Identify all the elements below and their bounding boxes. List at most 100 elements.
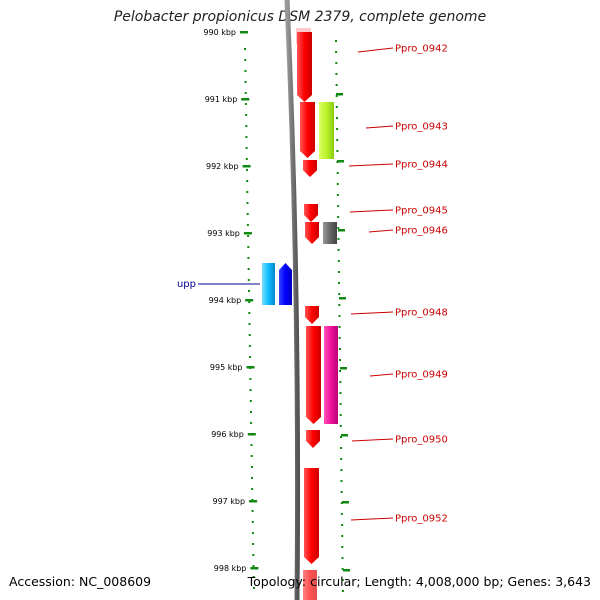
label-leader <box>357 47 394 53</box>
axis-tick <box>245 299 254 302</box>
guide-dot <box>251 510 254 512</box>
genome-summary-text: Topology: circular; Length: 4,008,000 bp… <box>247 574 591 589</box>
guide-dot <box>250 422 253 424</box>
guide-dot <box>338 282 340 284</box>
guide-dot <box>249 400 252 402</box>
guide-dot <box>335 106 338 108</box>
axis-tick <box>337 160 344 163</box>
guide-dot <box>249 356 252 358</box>
axis-tick-label: 990 kbp <box>203 28 236 37</box>
guide-dot <box>337 216 340 218</box>
guide-dot <box>246 213 249 215</box>
guide-dot <box>248 323 251 325</box>
guide-dot <box>244 103 247 105</box>
guide-dot <box>335 73 338 75</box>
guide-dot <box>339 403 342 405</box>
guide-dot <box>338 337 341 339</box>
gene-block <box>323 222 337 244</box>
guide-dot <box>248 345 251 347</box>
gene-label: Ppro_0952 <box>395 514 448 525</box>
guide-dot <box>340 502 343 504</box>
guide-dot <box>336 117 338 119</box>
guide-dot <box>336 139 339 141</box>
gene-arrow <box>305 222 319 244</box>
axis-tick-label: 994 kbp <box>209 296 242 305</box>
guide-dot <box>336 128 339 130</box>
gene-block <box>324 326 338 424</box>
axis-tick <box>336 93 343 96</box>
guide-dot <box>252 587 255 589</box>
gene-block <box>319 102 334 159</box>
label-leader <box>365 125 394 129</box>
guide-dot <box>339 370 342 372</box>
guide-dot <box>250 411 252 413</box>
axis-ticks: 990 kbp 991 kbp 992 kbp 993 kbp 994 kbp 995 k… <box>203 28 350 573</box>
guide-dot <box>337 227 340 229</box>
axis-tick-label: 995 kbp <box>210 363 243 372</box>
guide-dot <box>338 315 341 317</box>
guide-dot <box>248 290 250 292</box>
guide-dot <box>245 147 248 149</box>
guide-dot <box>250 444 253 446</box>
axis-tick-label: 991 kbp <box>205 95 238 104</box>
guide-dot <box>337 249 340 251</box>
guide-dot <box>335 95 338 97</box>
label-leader <box>349 209 394 213</box>
partial-gene-bottom-fill <box>303 570 317 600</box>
gene-arrow <box>305 306 319 324</box>
guide-dot <box>246 180 249 182</box>
axis-tick <box>341 434 348 437</box>
guide-dot <box>340 458 343 460</box>
guide-dot <box>246 169 248 171</box>
axis-tick <box>343 569 350 572</box>
guide-dot <box>252 576 255 578</box>
guide-dot <box>341 524 344 526</box>
guide-dot <box>247 279 250 281</box>
axis-tick-label: 996 kbp <box>211 430 244 439</box>
axis-tick <box>340 367 347 370</box>
guide-dot <box>249 389 252 391</box>
guide-dot <box>246 202 249 204</box>
guide-dot <box>244 92 247 94</box>
guide-dot <box>336 183 339 185</box>
gene-arrow <box>297 32 312 102</box>
guide-dot <box>340 436 342 438</box>
gene-label: Ppro_0948 <box>395 308 448 319</box>
guide-dot <box>247 246 250 248</box>
guide-dot <box>336 150 339 152</box>
axis-tick <box>249 500 258 503</box>
guide-dot <box>341 590 344 592</box>
guide-dot <box>335 84 338 86</box>
guide-dot <box>336 172 339 174</box>
gene-arrow <box>304 204 318 222</box>
guide-dot <box>245 125 248 127</box>
gene-arrow <box>304 468 319 564</box>
guide-dot <box>251 521 254 523</box>
guide-dot <box>245 158 248 160</box>
guide-dot <box>250 466 253 468</box>
guide-dot <box>340 447 343 449</box>
guide-dot <box>245 136 248 138</box>
guide-dot <box>338 348 341 350</box>
gene-label: Ppro_0949 <box>395 370 448 381</box>
gene-label: Ppro_0942 <box>395 44 448 55</box>
guide-dot <box>340 469 343 471</box>
gene-features <box>262 32 338 564</box>
guide-dot <box>246 191 249 193</box>
axis-tick-label: 992 kbp <box>206 162 239 171</box>
guide-dot <box>340 513 343 515</box>
axis-tick <box>342 501 349 504</box>
guide-dot <box>248 312 251 314</box>
gene-label: upp <box>177 279 196 290</box>
guide-dot <box>338 293 341 295</box>
gene-block <box>262 263 275 305</box>
label-leader <box>351 438 394 442</box>
guide-dot <box>341 557 344 559</box>
guide-dot <box>247 268 250 270</box>
guide-dot <box>248 301 251 303</box>
gene-labels: Ppro_0942 Ppro_0943 Ppro_0944 Ppro_0945 Ppro… <box>177 44 448 525</box>
guide-dot <box>250 455 253 457</box>
guide-dot <box>248 334 251 336</box>
axis-tick <box>243 232 252 235</box>
guide-dot <box>341 568 344 570</box>
